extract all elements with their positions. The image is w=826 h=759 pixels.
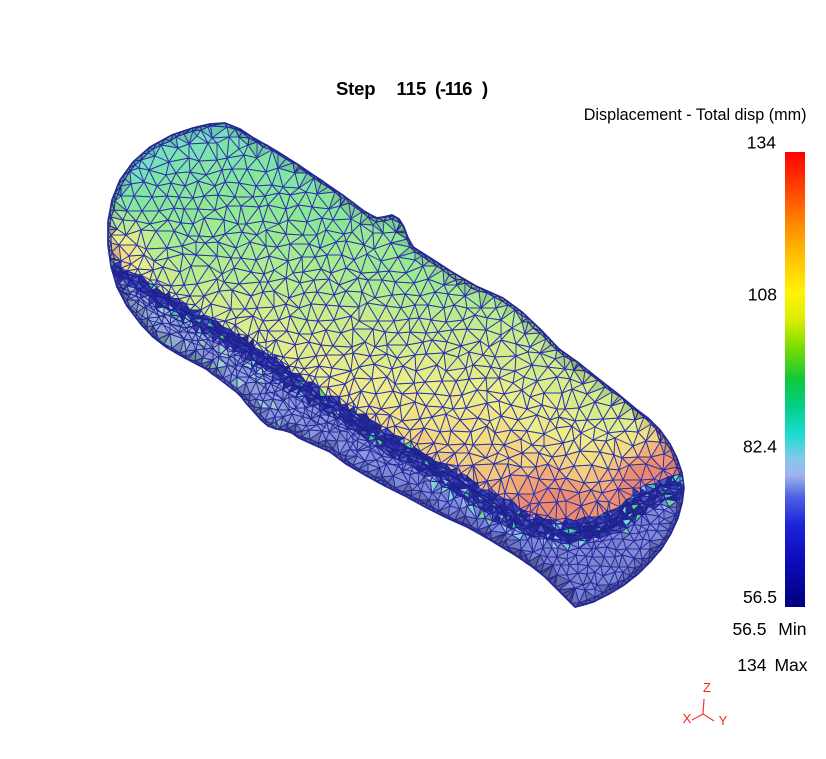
svg-text:Z: Z xyxy=(703,680,711,695)
svg-text:56.5: 56.5 xyxy=(732,619,766,639)
svg-text:115: 115 xyxy=(397,78,427,99)
svg-text:Y: Y xyxy=(719,713,728,728)
svg-text:Max: Max xyxy=(774,655,807,675)
svg-text:82.4: 82.4 xyxy=(743,437,777,457)
svg-text:134: 134 xyxy=(747,133,776,153)
svg-text:Step: Step xyxy=(336,78,375,99)
svg-text:Min: Min xyxy=(778,619,806,639)
svg-text:134: 134 xyxy=(737,655,766,675)
svg-text:108: 108 xyxy=(748,285,777,305)
svg-text:X: X xyxy=(683,711,692,726)
svg-text:56.5: 56.5 xyxy=(743,587,777,607)
svg-text:(-116: (-116 xyxy=(435,78,472,99)
svg-text:): ) xyxy=(482,78,488,99)
svg-text:Displacement - Total disp (mm): Displacement - Total disp (mm) xyxy=(584,106,807,124)
